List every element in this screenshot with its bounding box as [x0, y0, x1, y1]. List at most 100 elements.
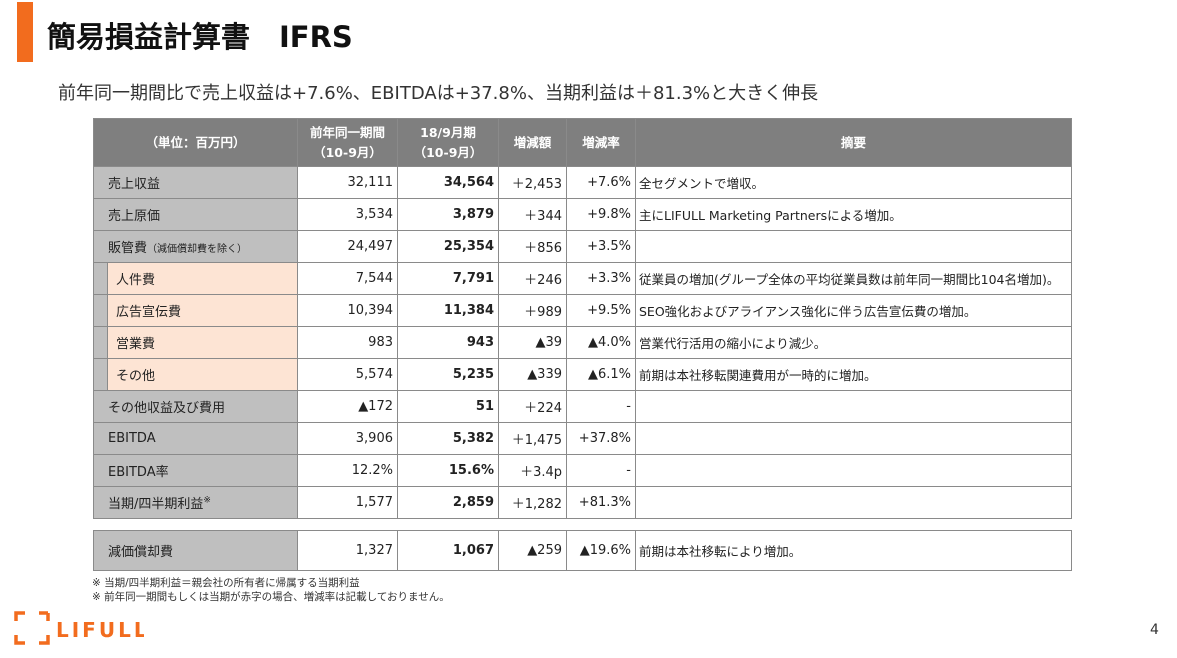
header-line: 前年同一期間 — [309, 124, 385, 140]
table-row: 減価償却費 1,327 1,067 ▲259 ▲19.6% 前期は本社移転により増加。 — [93, 530, 1072, 571]
row-label: 営業費 — [107, 326, 298, 359]
title-accent-bar — [17, 2, 33, 62]
indent-cell — [93, 262, 108, 295]
table-row: その他 5,574 5,235 ▲339 ▲6.1% 前期は本社移転関連費用が一時的に増加… — [93, 358, 1072, 391]
note-header: 摘要 — [635, 118, 1072, 167]
row-label: 広告宣伝費 — [107, 294, 298, 327]
row-label: EBITDA率 — [93, 454, 298, 487]
rate-value: ▲6.1% — [566, 358, 636, 391]
current-value: 51 — [397, 390, 499, 423]
rate-value: +81.3% — [566, 486, 636, 519]
page-number: 4 — [1150, 622, 1159, 638]
indent-cell — [93, 358, 108, 391]
prev-value: 7,544 — [297, 262, 398, 295]
diff-value: ＋856 — [498, 230, 567, 263]
row-label: 売上収益 — [93, 166, 298, 199]
rate-value: +9.5% — [566, 294, 636, 327]
label-text: EBITDA率 — [108, 465, 169, 480]
rate-value: +7.6% — [566, 166, 636, 199]
diff-value: ＋989 — [498, 294, 567, 327]
current-value: 943 — [397, 326, 499, 359]
current-value: 5,382 — [397, 422, 499, 455]
label-text: 売上収益 — [108, 177, 161, 192]
note-text: 前期は本社移転により増加。 — [635, 530, 1072, 571]
prev-value: 5,574 — [297, 358, 398, 391]
row-label: その他 — [107, 358, 298, 391]
row-label: 人件費 — [107, 262, 298, 295]
label-text: 売上原価 — [108, 209, 161, 224]
table-row: EBITDA 3,906 5,382 ＋1,475 +37.8% — [93, 422, 1072, 455]
note-text: 従業員の増加(グループ全体の平均従業員数は前年同一期間比104名増加)。 — [635, 262, 1072, 295]
note-text: 主にLIFULL Marketing Partnersによる増加。 — [635, 198, 1072, 231]
note-text — [635, 486, 1072, 519]
footnotes: ※ 当期/四半期利益＝親会社の所有者に帰属する当期利益 ※ 前年同一期間もしくは… — [92, 576, 450, 604]
label-text: その他収益及び費用 — [108, 401, 226, 416]
current-value: 3,879 — [397, 198, 499, 231]
indent-cell — [93, 326, 108, 359]
rate-header: 増減率 — [566, 118, 636, 167]
current-value: 15.6% — [397, 454, 499, 487]
page-title: 簡易損益計算書 IFRS — [47, 20, 353, 54]
diff-value: ＋1,475 — [498, 422, 567, 455]
label-text: 販管費 — [108, 241, 148, 256]
current-value: 25,354 — [397, 230, 499, 263]
note-text: 全セグメントで増収。 — [635, 166, 1072, 199]
header-line: （10-9月） — [313, 144, 382, 160]
footnote: ※ 当期/四半期利益＝親会社の所有者に帰属する当期利益 — [92, 577, 360, 589]
row-label: 当期/四半期利益※ — [93, 486, 298, 519]
note-text: 前期は本社移転関連費用が一時的に増加。 — [635, 358, 1072, 391]
note-text — [635, 422, 1072, 455]
diff-value: ▲339 — [498, 358, 567, 391]
rate-value: ▲4.0% — [566, 326, 636, 359]
diff-value: ＋2,453 — [498, 166, 567, 199]
diff-header: 増減額 — [498, 118, 567, 167]
note-text — [635, 454, 1072, 487]
rate-value: +3.3% — [566, 262, 636, 295]
table-row: 営業費 983 943 ▲39 ▲4.0% 営業代行活用の縮小により減少。 — [93, 326, 1072, 359]
prev-value: ▲172 — [297, 390, 398, 423]
diff-value: ＋246 — [498, 262, 567, 295]
table-row: 売上原価 3,534 3,879 ＋344 +9.8% 主にLIFULL Marketin… — [93, 198, 1072, 231]
current-value: 1,067 — [397, 530, 499, 571]
rate-value: +37.8% — [566, 422, 636, 455]
header-line: （10-9月） — [413, 144, 483, 160]
header-line: 18/9月期 — [420, 124, 476, 140]
row-label: 販管費（減価償却費を除く） — [93, 230, 298, 263]
rate-value: - — [566, 390, 636, 423]
label-text: 当期/四半期利益 — [108, 497, 204, 512]
unit-header: （単位：百万円） — [93, 118, 298, 167]
rate-value: +9.8% — [566, 198, 636, 231]
income-statement-table: （単位：百万円） 前年同一期間 （10-9月） 18/9月期 （10-9月） 増減額… — [93, 118, 1072, 571]
current-value: 5,235 — [397, 358, 499, 391]
prev-value: 24,497 — [297, 230, 398, 263]
table-row: その他収益及び費用 ▲172 51 ＋224- — [93, 390, 1072, 423]
prev-value: 12.2% — [297, 454, 398, 487]
prev-value: 983 — [297, 326, 398, 359]
prev-value: 1,577 — [297, 486, 398, 519]
note-text: SEO強化およびアライアンス強化に伴う広告宣伝費の増加。 — [635, 294, 1072, 327]
prev-value: 1,327 — [297, 530, 398, 571]
note-text — [635, 230, 1072, 263]
rate-value: ▲19.6% — [566, 530, 636, 571]
diff-value: ＋344 — [498, 198, 567, 231]
label-note: （減価償却費を除く） — [147, 244, 248, 255]
rate-value: +3.5% — [566, 230, 636, 263]
table-header: （単位：百万円） 前年同一期間 （10-9月） 18/9月期 （10-9月） 増減額… — [93, 118, 1072, 167]
table-row: EBITDA率 12.2% 15.6% ＋3.4p - — [93, 454, 1072, 487]
row-label: 売上原価 — [93, 198, 298, 231]
prev-value: 10,394 — [297, 294, 398, 327]
diff-value: ▲39 — [498, 326, 567, 359]
table-row: 広告宣伝費 10,394 11,384 ＋989 +9.5% SEO強化およびアライアンス… — [93, 294, 1072, 327]
label-footnote-mark: ※ — [203, 495, 211, 506]
prev-value: 3,906 — [297, 422, 398, 455]
prev-value: 32,111 — [297, 166, 398, 199]
prev-period-header: 前年同一期間 （10-9月） — [297, 118, 398, 167]
diff-value: ＋1,282 — [498, 486, 567, 519]
spacer — [93, 518, 1072, 531]
row-label: その他収益及び費用 — [93, 390, 298, 423]
footnote: ※ 前年同一期間もしくは当期が赤字の場合、増減率は記載しておりません。 — [92, 591, 450, 603]
rate-value: - — [566, 454, 636, 487]
lifull-logo: LIFULL — [14, 611, 144, 645]
row-label: EBITDA — [93, 422, 298, 455]
svg-text:LIFULL: LIFULL — [56, 618, 144, 642]
